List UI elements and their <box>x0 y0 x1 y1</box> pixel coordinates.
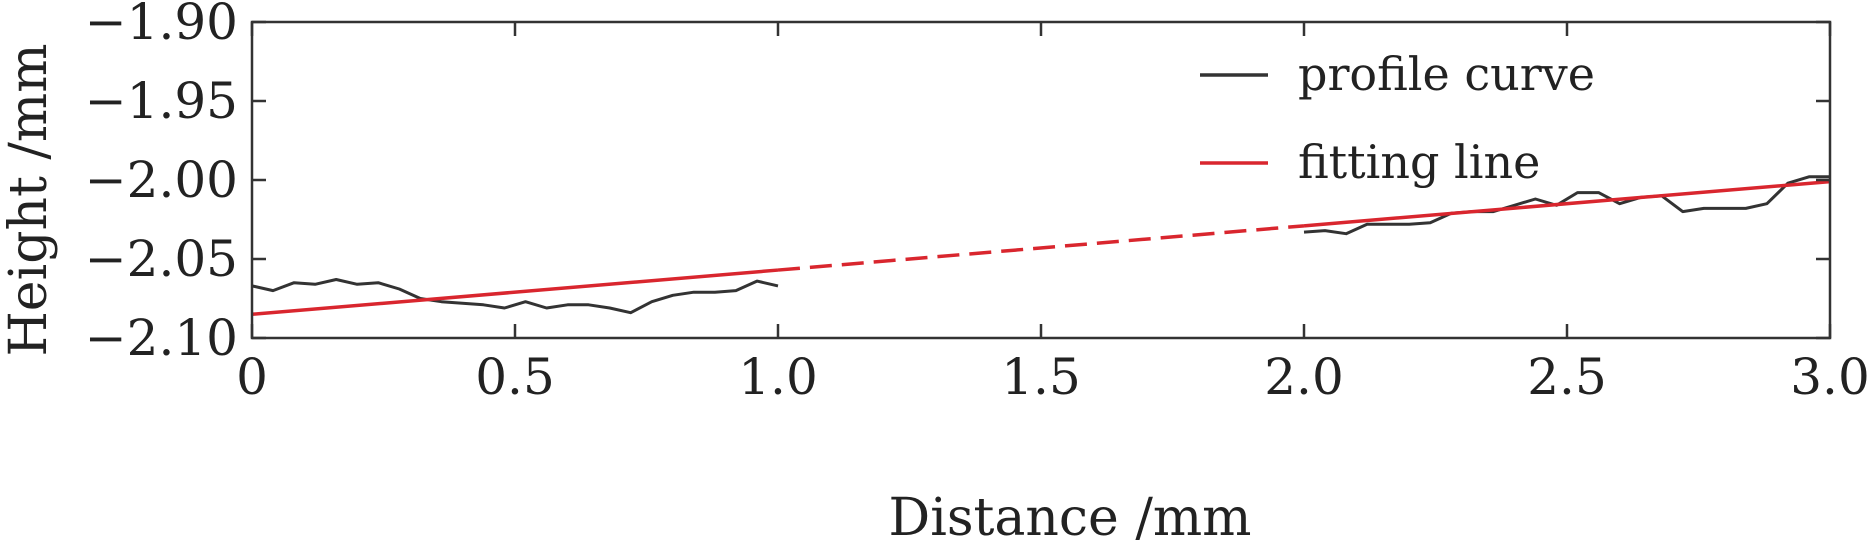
fitting-line-solid <box>251 268 779 317</box>
x-tick-label: 2.0 <box>1264 348 1344 406</box>
y-axis-title: Height /mm <box>0 43 59 356</box>
legend: profile curve fitting line <box>1200 47 1595 189</box>
fitting-line-dashed <box>777 224 1305 272</box>
y-tick-label: −2.00 <box>85 151 238 209</box>
fitting-line-solid <box>1303 179 1831 228</box>
y-tick-label: −1.90 <box>85 0 238 51</box>
y-tick-label: −2.05 <box>85 230 238 288</box>
x-tick-label: 3.0 <box>1790 348 1870 406</box>
profile-curve-segment <box>251 278 779 315</box>
profile-curve-segment <box>1303 175 1830 236</box>
x-tick-label: 1.0 <box>738 348 818 406</box>
x-tick-label: 1.5 <box>1001 348 1081 406</box>
x-axis-title: Distance /mm <box>889 488 1252 544</box>
legend-label-fitting-line: fitting line <box>1298 135 1540 189</box>
y-tick-label: −2.10 <box>85 309 238 367</box>
x-tick-label: 2.5 <box>1527 348 1607 406</box>
axes: 0 0.5 1.0 1.5 2.0 2.5 3.0 −1.90 −1.95 −2.00 −2.05 −… <box>85 0 1870 406</box>
x-tick-label: 0 <box>236 348 268 406</box>
x-tick-label: 0.5 <box>475 348 555 406</box>
legend-label-profile-curve: profile curve <box>1298 47 1595 101</box>
y-tick-label: −1.95 <box>85 72 238 130</box>
plot-area <box>251 175 1831 317</box>
